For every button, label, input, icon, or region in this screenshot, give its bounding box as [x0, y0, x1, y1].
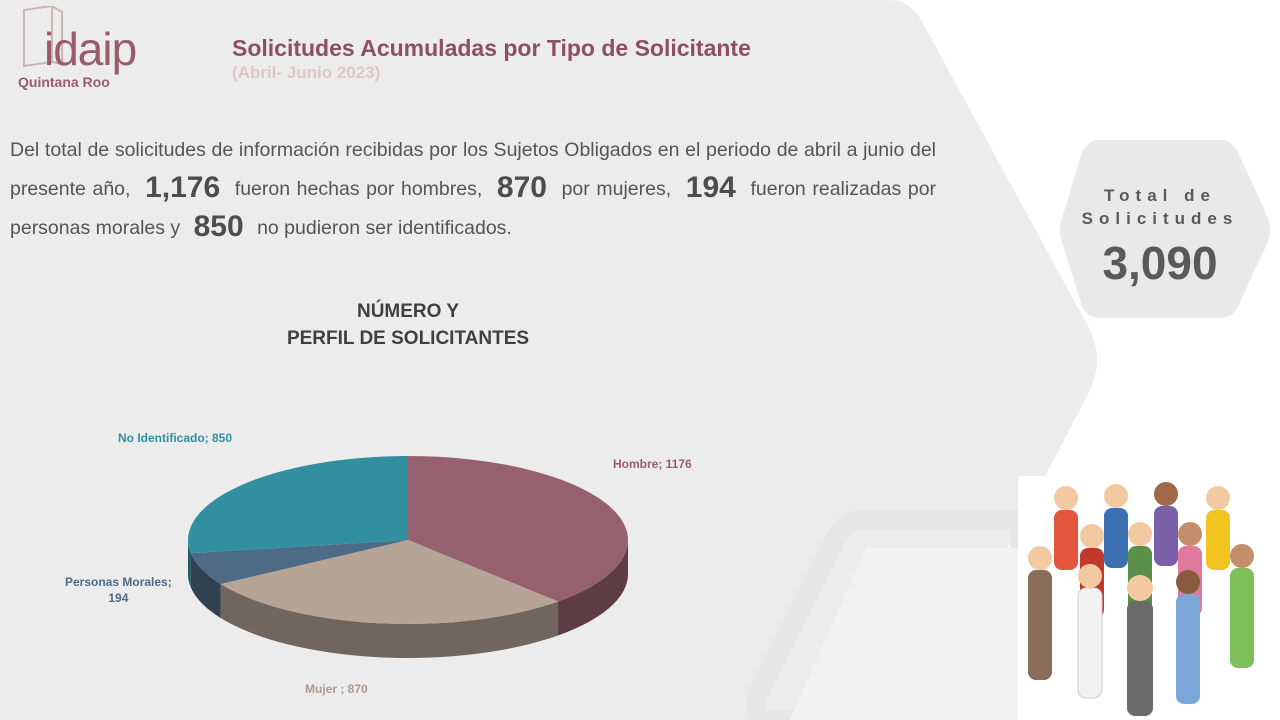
- chart-title: NÚMERO Y PERFIL DE SOLICITANTES: [258, 298, 558, 352]
- summary-text-3: por mujeres,: [561, 178, 672, 200]
- pie-side-3: [188, 540, 191, 588]
- chart-title-line2: PERFIL DE SOLICITANTES: [286, 328, 530, 349]
- logo-subtext: Quintana Roo: [18, 74, 110, 90]
- page-title: Solicitudes Acumuladas por Tipo de Solic…: [232, 35, 751, 61]
- total-solicitudes-box: Total de Solicitudes 3,090: [1060, 150, 1260, 310]
- people-figures: [1028, 482, 1254, 716]
- pie-label-personas-morales: Personas Morales; 194: [65, 574, 172, 606]
- pie-chart: [187, 456, 628, 658]
- door-logo-icon: [23, 6, 63, 68]
- pie-slice-3: [187, 456, 408, 554]
- pie-label-no-identificado: No Identificado; 850: [118, 431, 233, 445]
- pie-label-mujer: Mujer ; 870: [305, 682, 368, 696]
- pie-label-hombre: Hombre; 1176: [613, 457, 692, 471]
- idaip-logo: idaip Quintana Roo: [14, 4, 154, 94]
- pie-label-personas-morales-line1: Personas Morales;: [65, 575, 172, 589]
- summary-morales-count: 194: [685, 171, 736, 204]
- total-label-line2: Solicitudes: [1081, 209, 1239, 228]
- logo-text: idaip: [44, 23, 137, 75]
- pie-slice-2: [190, 540, 408, 585]
- summary-text-2: fueron hechas por hombres,: [234, 178, 483, 200]
- pie-slice-1: [220, 540, 559, 624]
- summary-no-identificados-count: 850: [193, 210, 244, 243]
- pie-side-0: [558, 540, 628, 636]
- summary-text-4: fueron realizadas por personas morales y: [10, 178, 937, 239]
- pie-side-1: [220, 584, 559, 658]
- summary-mujeres-count: 870: [496, 171, 547, 204]
- total-label: Total de Solicitudes: [1060, 184, 1260, 230]
- summary-paragraph: Del total de solicitudes de información …: [10, 132, 936, 247]
- total-label-line1: Total de: [1104, 186, 1216, 205]
- chart-title-line1: NÚMERO Y: [356, 301, 460, 322]
- summary-text-1: Del total de solicitudes de información …: [10, 139, 936, 200]
- group-of-people-icon: [1018, 476, 1280, 720]
- pie-slice-0: [408, 456, 628, 602]
- total-value: 3,090: [1102, 237, 1218, 289]
- page-subtitle: (Abril- Junio 2023): [232, 63, 381, 82]
- pie-label-personas-morales-line2: 194: [108, 591, 129, 605]
- summary-text-5: no pudieron ser identificados.: [257, 217, 512, 239]
- summary-hombres-count: 1,176: [145, 171, 221, 204]
- pie-side-2: [190, 553, 221, 619]
